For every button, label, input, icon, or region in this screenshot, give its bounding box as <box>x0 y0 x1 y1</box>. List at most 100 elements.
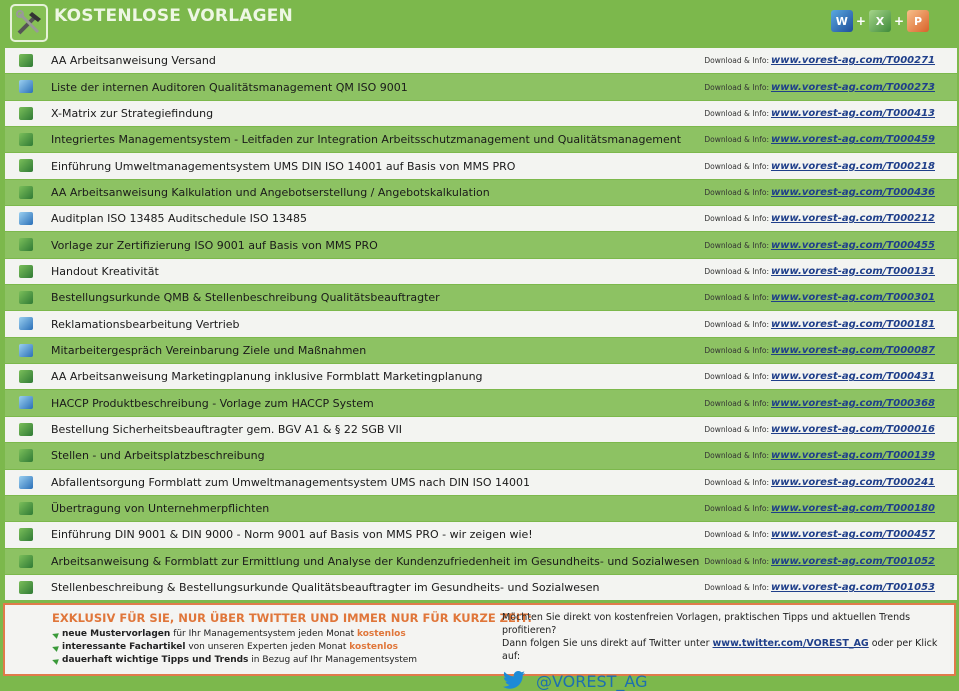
download-label: Download & Info: <box>704 82 769 92</box>
promo-item: interessante Fachartikel von unseren Exp… <box>51 641 532 654</box>
template-title: Abfallentsorgung Formblatt zum Umweltman… <box>51 475 530 489</box>
table-row: Stellen - und Arbeitsplatzbeschreibung D… <box>5 443 957 469</box>
download-link[interactable]: www.vorest-ag.com/T000273 <box>770 81 935 93</box>
download-label: Download & Info: <box>704 398 769 408</box>
promo-item-bold: dauerhaft wichtige Tipps und Trends <box>62 655 249 665</box>
twitter-promo: EXKLUSIV FÜR SIE, NUR ÜBER TWITTER UND I… <box>3 603 956 689</box>
excel-document-icon <box>19 133 33 147</box>
table-row: Handout Kreativität Download & Info: www.… <box>5 258 957 285</box>
excel-document-icon <box>19 580 33 594</box>
excel-document-icon <box>19 291 33 305</box>
promo-item: neue Mustervorlagen für Ihr Managementsy… <box>51 628 532 641</box>
promo-item-text: für Ihr Managementsystem jeden Monat <box>170 629 357 639</box>
download-link[interactable]: www.vorest-ag.com/T000459 <box>770 134 935 146</box>
word-document-icon <box>19 317 33 331</box>
download-label: Download & Info: <box>704 240 769 250</box>
download-label: Download & Info: <box>704 161 769 171</box>
twitter-follow-button[interactable]: @VOREST_AG <box>502 671 954 691</box>
excel-document-icon <box>19 54 33 67</box>
download-label: Download & Info: <box>704 293 769 303</box>
table-row: AA Arbeitsanweisung Kalkulation und Ange… <box>5 179 957 206</box>
header: KOSTENLOSE VORLAGEN W + X + P <box>0 0 959 47</box>
template-title: Mitarbeitergespräch Vereinbarung Ziele u… <box>51 343 367 357</box>
template-title: Auditplan ISO 13485 Auditschedule ISO 13… <box>51 212 307 226</box>
twitter-link[interactable]: www.twitter.com/VOREST_AG <box>712 638 869 649</box>
download-link[interactable]: www.vorest-ag.com/T000455 <box>770 239 935 251</box>
plus-sign: + <box>855 14 866 28</box>
word-icon: W <box>830 10 853 32</box>
template-title: AA Arbeitsanweisung Marketingplanung ink… <box>51 370 483 384</box>
template-title: AA Arbeitsanweisung Kalkulation und Ange… <box>51 185 490 199</box>
download-link[interactable]: www.vorest-ag.com/T000218 <box>770 160 935 172</box>
download-link[interactable]: www.vorest-ag.com/T000016 <box>770 423 935 435</box>
template-title: Stellen - und Arbeitsplatzbeschreibung <box>51 449 265 463</box>
promo-text: Dann folgen Sie uns direkt auf Twitter u… <box>502 638 713 649</box>
word-document-icon <box>19 80 33 94</box>
download-link[interactable]: www.vorest-ag.com/T000436 <box>770 186 935 198</box>
download-label: Download & Info: <box>704 135 769 145</box>
template-title: HACCP Produktbeschreibung - Vorlage zum … <box>51 396 374 410</box>
table-row: Abfallentsorgung Formblatt zum Umweltman… <box>5 469 957 495</box>
promo-item: dauerhaft wichtige Tipps und Trends in B… <box>51 654 532 667</box>
table-row: Übertragung von Unternehmerpflichten Dow… <box>5 495 957 522</box>
table-row: Mitarbeitergespräch Vereinbarung Ziele u… <box>5 337 957 364</box>
promo-item-bold: interessante Fachartikel <box>62 642 186 652</box>
download-link[interactable]: www.vorest-ag.com/T000241 <box>770 476 935 488</box>
download-label: Download & Info: <box>704 504 769 514</box>
template-title: Reklamationsbearbeitung Vertrieb <box>51 317 240 331</box>
download-link[interactable]: www.vorest-ag.com/T000271 <box>770 55 935 67</box>
download-label: Download & Info: <box>704 319 769 329</box>
promo-text: oder per Klick auf: <box>502 638 938 662</box>
template-title: Liste der internen Auditoren Qualitätsma… <box>51 80 408 94</box>
download-link[interactable]: www.vorest-ag.com/T001053 <box>770 582 935 594</box>
twitter-bird-icon <box>503 671 525 689</box>
excel-document-icon <box>19 501 33 515</box>
download-label: Download & Info: <box>704 583 769 593</box>
download-link[interactable]: www.vorest-ag.com/T001052 <box>770 555 935 567</box>
table-row: Einführung Umweltmanagementsystem UMS DI… <box>5 153 957 179</box>
promo-item-highlight: kostenlos <box>349 642 399 652</box>
template-title: X-Matrix zur Strategiefindung <box>51 106 214 120</box>
download-label: Download & Info: <box>704 556 769 566</box>
template-title: Übertragung von Unternehmerpflichten <box>51 502 270 516</box>
download-link[interactable]: www.vorest-ag.com/T000131 <box>770 265 935 277</box>
download-link[interactable]: www.vorest-ag.com/T000087 <box>770 344 935 356</box>
download-label: Download & Info: <box>704 451 769 461</box>
excel-document-icon <box>19 185 33 199</box>
template-title: Vorlage zur Zertifizierung ISO 9001 auf … <box>51 238 378 252</box>
word-document-icon <box>19 343 33 357</box>
download-label: Download & Info: <box>704 345 769 355</box>
template-list: AA Arbeitsanweisung Versand Download & I… <box>5 48 957 601</box>
word-document-icon <box>19 475 33 489</box>
download-link[interactable]: www.vorest-ag.com/T000301 <box>770 292 935 304</box>
table-row: Vorlage zur Zertifizierung ISO 9001 auf … <box>5 232 957 258</box>
download-link[interactable]: www.vorest-ag.com/T000431 <box>770 371 935 383</box>
download-link[interactable]: www.vorest-ag.com/T000181 <box>770 318 935 330</box>
download-link[interactable]: www.vorest-ag.com/T000212 <box>770 213 935 225</box>
template-title: Bestellung Sicherheitsbeauftragter gem. … <box>51 422 402 436</box>
download-label: Download & Info: <box>704 214 769 224</box>
powerpoint-icon: P <box>907 10 929 32</box>
download-link[interactable]: www.vorest-ag.com/T000180 <box>770 503 935 515</box>
promo-headline: EXKLUSIV FÜR SIE, NUR ÜBER TWITTER UND I… <box>52 611 532 625</box>
template-title: Integriertes Managementsystem - Leitfade… <box>51 133 682 147</box>
excel-document-icon <box>19 422 33 436</box>
plus-sign: + <box>893 14 904 28</box>
download-label: Download & Info: <box>704 530 769 540</box>
download-label: Download & Info: <box>704 187 769 197</box>
template-title: Einführung DIN 9001 & DIN 9000 - Norm 90… <box>51 528 533 542</box>
word-document-icon <box>19 212 33 226</box>
download-link[interactable]: www.vorest-ag.com/T000139 <box>770 450 935 462</box>
excel-document-icon <box>19 370 33 384</box>
promo-item-text: in Bezug auf Ihr Managementsystem <box>248 655 418 665</box>
table-row: AA Arbeitsanweisung Marketingplanung ink… <box>5 364 957 390</box>
table-row: Integriertes Managementsystem - Leitfade… <box>5 127 957 153</box>
table-row: Bestellungsurkunde QMB & Stellenbeschrei… <box>5 285 957 311</box>
download-link[interactable]: www.vorest-ag.com/T000413 <box>770 107 935 119</box>
download-link[interactable]: www.vorest-ag.com/T000368 <box>770 397 935 409</box>
download-label: Download & Info: <box>704 266 769 276</box>
download-link[interactable]: www.vorest-ag.com/T000457 <box>770 529 935 541</box>
promo-text: Möchten Sie direkt von kostenfreien Vorl… <box>502 612 911 636</box>
tools-icon <box>10 4 48 42</box>
table-row: X-Matrix zur Strategiefindung Download &… <box>5 100 957 127</box>
